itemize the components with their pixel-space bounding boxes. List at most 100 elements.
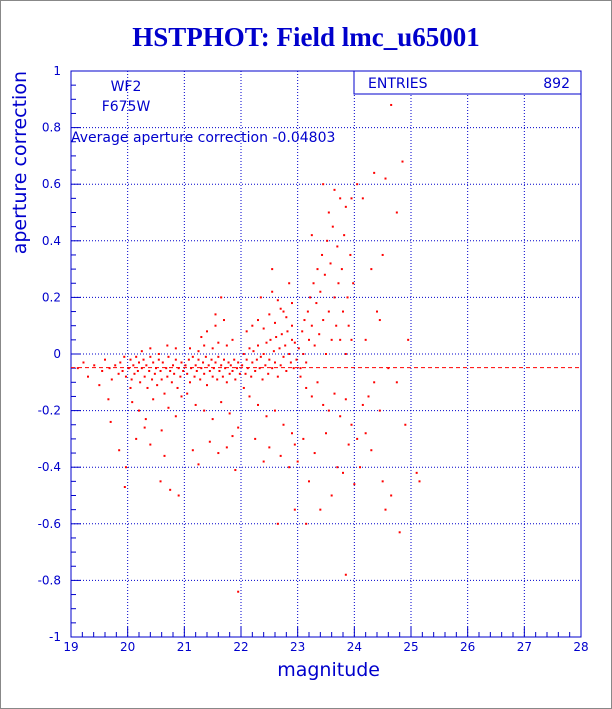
data-point (350, 197, 353, 200)
data-point (356, 437, 359, 440)
data-point (174, 347, 177, 350)
data-point (390, 103, 393, 106)
data-point (282, 355, 285, 358)
data-point (254, 437, 257, 440)
data-point (152, 398, 155, 401)
data-point (135, 355, 138, 358)
data-point (245, 330, 248, 333)
data-point (176, 386, 179, 389)
data-point (268, 358, 271, 361)
data-point (384, 508, 387, 511)
x-tick-label: 19 (63, 640, 78, 654)
data-point (217, 355, 220, 358)
data-point (206, 330, 208, 333)
data-point (313, 344, 316, 347)
data-point (124, 375, 127, 378)
data-point (163, 454, 166, 457)
data-point (220, 296, 223, 299)
data-point (211, 418, 214, 421)
data-point (322, 319, 325, 322)
data-point (278, 347, 281, 350)
data-point (335, 324, 338, 327)
data-point (136, 369, 139, 372)
data-point (237, 361, 240, 364)
data-point (327, 409, 330, 412)
data-point (231, 435, 234, 438)
data-point (356, 183, 359, 186)
data-point (220, 364, 223, 367)
data-point (303, 319, 306, 322)
data-point (387, 367, 390, 370)
data-point (186, 372, 189, 375)
y-tick-label: -0.8 (38, 573, 61, 587)
data-point (160, 378, 163, 381)
data-point (297, 347, 300, 350)
data-point (241, 364, 244, 367)
data-point (163, 392, 166, 395)
data-point (257, 344, 259, 347)
data-point (305, 386, 308, 389)
data-point (166, 375, 169, 378)
data-point (401, 160, 404, 163)
data-point (189, 381, 191, 384)
data-point (87, 375, 89, 378)
data-point (173, 372, 176, 375)
data-point (359, 466, 361, 469)
data-point (395, 381, 398, 384)
x-tick-label: 25 (403, 640, 418, 654)
data-point (159, 480, 162, 483)
data-point (157, 353, 160, 355)
data-point (276, 375, 279, 378)
data-point (82, 361, 85, 364)
data-point (282, 423, 285, 426)
data-point (288, 466, 291, 469)
data-point (217, 452, 220, 455)
data-point (262, 327, 265, 330)
data-point (254, 369, 257, 372)
data-point (217, 341, 220, 344)
data-point (203, 344, 206, 347)
data-point (195, 369, 198, 372)
x-tick-label: 28 (573, 640, 588, 654)
data-point (206, 384, 208, 387)
data-point (322, 403, 325, 406)
data-point (293, 341, 296, 344)
data-point (384, 177, 387, 180)
data-point (390, 494, 393, 497)
data-point (262, 460, 265, 463)
data-point (418, 480, 421, 483)
data-point (347, 443, 350, 446)
data-point (299, 375, 302, 378)
data-point (133, 372, 136, 375)
data-point (274, 321, 276, 324)
data-point (333, 392, 336, 395)
data-point (208, 369, 211, 372)
data-point (395, 211, 398, 214)
data-point (265, 415, 268, 418)
data-point (353, 483, 356, 486)
data-point (208, 440, 211, 443)
data-point (336, 466, 339, 469)
data-point (228, 372, 231, 375)
data-point (327, 211, 330, 214)
y-tick-label: -1 (49, 630, 61, 644)
data-point (310, 234, 313, 237)
data-point (336, 245, 339, 248)
data-point (370, 268, 373, 271)
data-point (160, 429, 163, 432)
data-point (169, 488, 172, 491)
data-point (267, 372, 270, 375)
data-point (308, 338, 310, 341)
data-point (211, 347, 214, 350)
data-point (149, 355, 152, 358)
data-point (264, 364, 267, 367)
data-point (319, 290, 322, 293)
data-point (236, 367, 239, 370)
data-point (415, 471, 418, 474)
data-point (223, 358, 225, 361)
data-point (237, 426, 240, 429)
data-point (378, 409, 381, 412)
data-point (272, 350, 275, 353)
data-point (342, 471, 344, 474)
data-point (291, 432, 293, 435)
